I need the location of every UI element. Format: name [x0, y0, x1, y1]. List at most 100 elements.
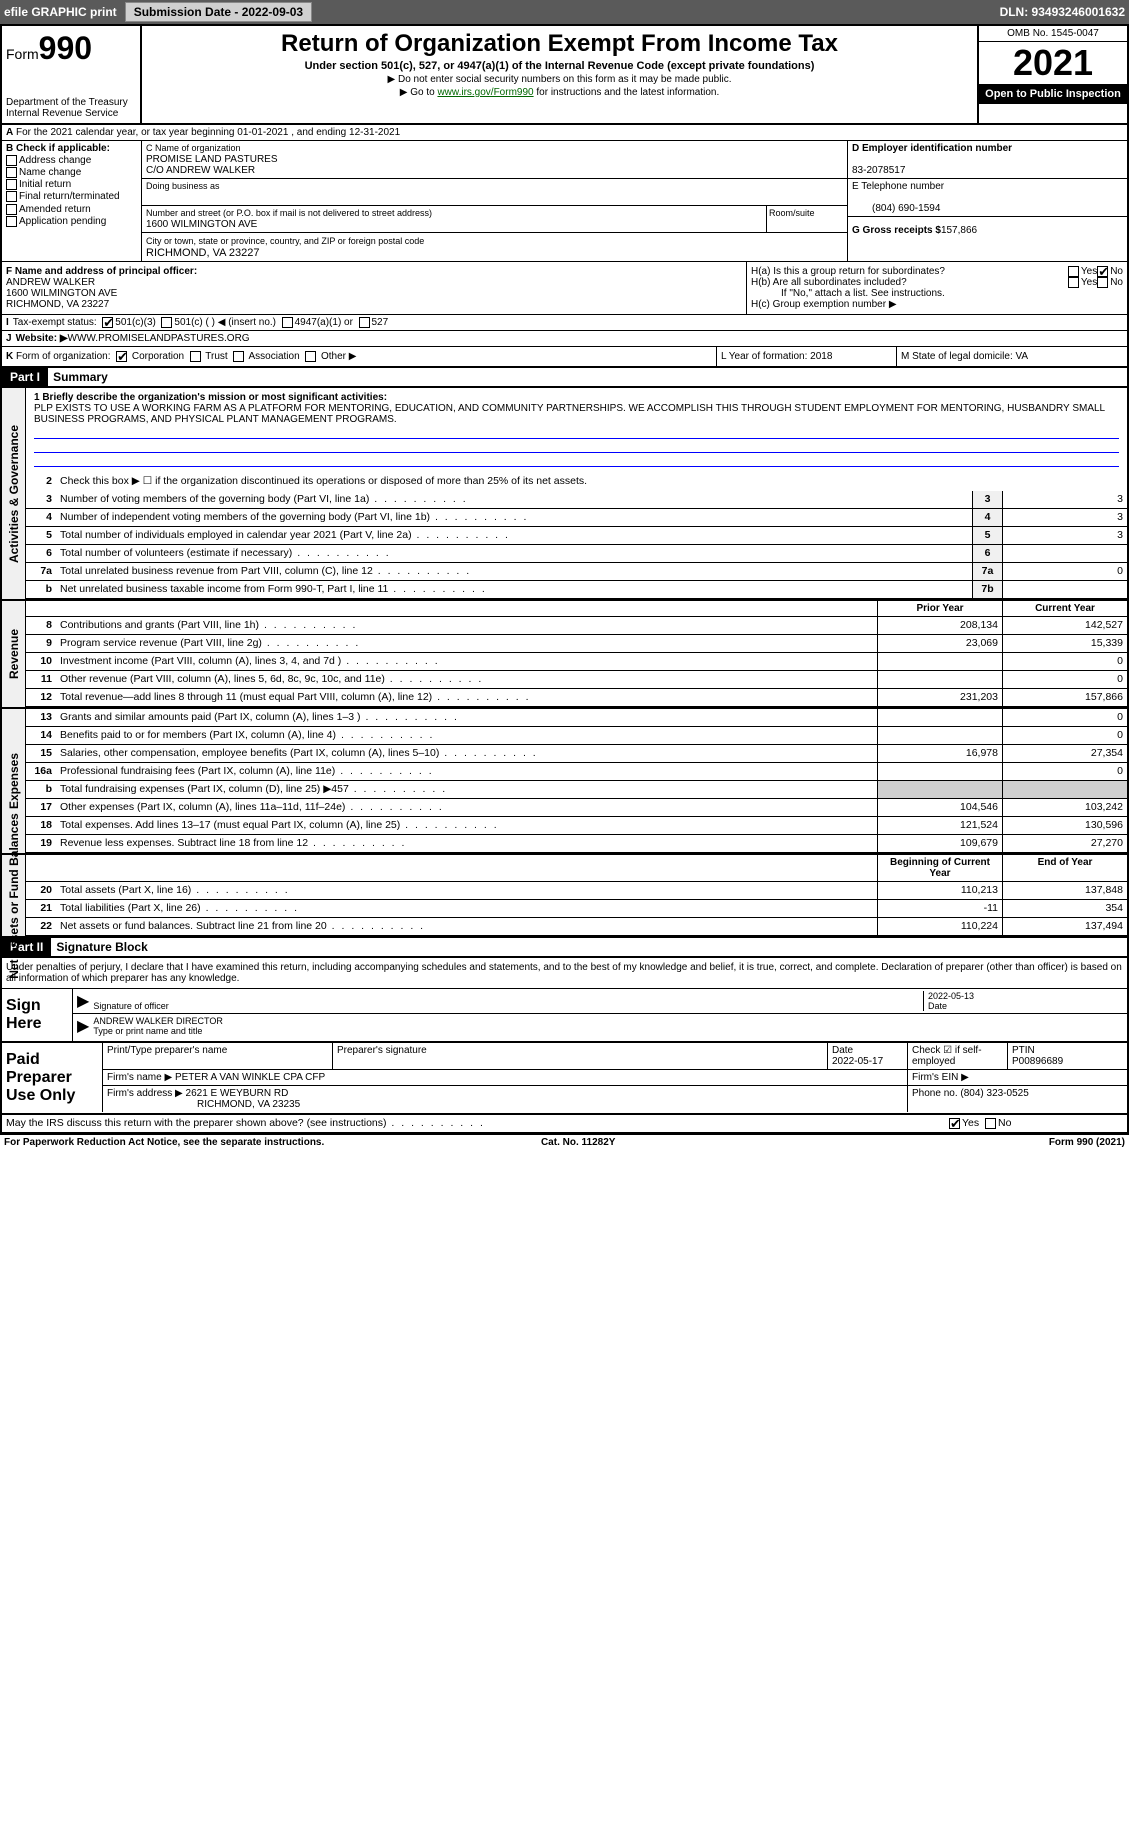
discuss-yes[interactable]	[949, 1118, 960, 1129]
org-city: RICHMOND, VA 23227	[146, 247, 260, 259]
top-bar: efile GRAPHIC print Submission Date - 20…	[0, 0, 1129, 24]
form-subtitle: Under section 501(c), 527, or 4947(a)(1)…	[146, 60, 973, 72]
form-note2: ▶ Go to www.irs.gov/Form990 for instruct…	[146, 87, 973, 98]
firm-name: PETER A VAN WINKLE CPA CFP	[175, 1072, 325, 1083]
check-assoc[interactable]	[233, 351, 244, 362]
row-l: L Year of formation: 2018	[717, 347, 897, 366]
part1-badge: Part I	[2, 368, 48, 386]
phone-label: E Telephone number	[852, 181, 944, 192]
firm-addr2: RICHMOND, VA 23235	[107, 1099, 300, 1110]
open-public-badge: Open to Public Inspection	[979, 84, 1127, 104]
hb-no[interactable]	[1097, 277, 1108, 288]
prep-ptin: P00896689	[1012, 1056, 1063, 1067]
check-final[interactable]: Final return/terminated	[6, 191, 137, 202]
part2-header-row: Part II Signature Block	[2, 938, 1127, 958]
footer-left: For Paperwork Reduction Act Notice, see …	[4, 1137, 324, 1148]
col-b-checkboxes: B Check if applicable: Address change Na…	[2, 141, 142, 261]
ha-yes[interactable]	[1068, 266, 1079, 277]
addr-label: Number and street (or P.O. box if mail i…	[146, 208, 432, 218]
ha-no[interactable]	[1097, 266, 1108, 277]
firm-ein-label: Firm's EIN ▶	[907, 1070, 1127, 1085]
dept-label: Department of the Treasury	[6, 97, 136, 108]
header-mid: Return of Organization Exempt From Incom…	[142, 26, 977, 123]
sign-here-label: Sign Here	[2, 989, 72, 1041]
officer-name: ANDREW WALKER	[6, 277, 95, 288]
hb-note: If "No," attach a list. See instructions…	[751, 288, 1123, 299]
line-16a: 16aProfessional fundraising fees (Part I…	[26, 763, 1127, 781]
mission-text: PLP EXISTS TO USE A WORKING FARM AS A PL…	[34, 403, 1105, 425]
header-left: Form990 Department of the Treasury Inter…	[2, 26, 142, 123]
org-address: 1600 WILMINGTON AVE	[146, 219, 257, 230]
q2-text: Check this box ▶ ☐ if the organization d…	[56, 473, 1127, 491]
prep-name-header: Print/Type preparer's name	[102, 1043, 332, 1069]
form-container: Form990 Department of the Treasury Inter…	[0, 24, 1129, 1135]
period-line: A For the 2021 calendar year, or tax yea…	[2, 125, 1127, 141]
sign-here-row: Sign Here ▶ Signature of officer 2022-05…	[2, 989, 1127, 1043]
check-501c3[interactable]	[102, 317, 113, 328]
col-b-label: B Check if applicable:	[6, 143, 110, 154]
line-11: 11Other revenue (Part VIII, column (A), …	[26, 671, 1127, 689]
row-k: K Form of organization: Corporation Trus…	[2, 347, 717, 366]
officer-addr2: RICHMOND, VA 23227	[6, 299, 109, 310]
line-9: 9Program service revenue (Part VIII, lin…	[26, 635, 1127, 653]
line-b: bNet unrelated business taxable income f…	[26, 581, 1127, 599]
side-revenue: Revenue	[2, 601, 26, 707]
check-corp[interactable]	[116, 351, 127, 362]
suite-label: Room/suite	[767, 206, 847, 232]
form-number: 990	[39, 30, 92, 66]
irs-link[interactable]: www.irs.gov/Form990	[437, 87, 533, 98]
check-amended[interactable]: Amended return	[6, 204, 137, 215]
footer-cat: Cat. No. 11282Y	[541, 1137, 615, 1148]
check-other[interactable]	[305, 351, 316, 362]
check-name[interactable]: Name change	[6, 167, 137, 178]
prior-year-header: Prior Year	[877, 601, 1002, 616]
discuss-question: May the IRS discuss this return with the…	[2, 1115, 947, 1132]
line-5: 5Total number of individuals employed in…	[26, 527, 1127, 545]
sig-date-label: Date	[928, 1001, 947, 1011]
col-d-ein: D Employer identification number 83-2078…	[847, 141, 1127, 261]
hb-label: H(b) Are all subordinates included?	[751, 277, 1068, 288]
hb-yes[interactable]	[1068, 277, 1079, 288]
preparer-label: Paid Preparer Use Only	[2, 1043, 102, 1113]
line-6: 6Total number of volunteers (estimate if…	[26, 545, 1127, 563]
dln-label: DLN: 93493246001632	[1000, 5, 1125, 19]
discuss-no[interactable]	[985, 1118, 996, 1129]
col-c-org: C Name of organization PROMISE LAND PAST…	[142, 141, 847, 261]
check-4947[interactable]	[282, 317, 293, 328]
sig-officer-label: Signature of officer	[93, 1001, 168, 1011]
line-12: 12Total revenue—add lines 8 through 11 (…	[26, 689, 1127, 707]
arrow-icon: ▶	[77, 991, 89, 1011]
org-name: PROMISE LAND PASTURES	[146, 154, 278, 165]
hc-label: H(c) Group exemption number ▶	[751, 299, 1123, 310]
dba-label: Doing business as	[146, 181, 220, 191]
check-initial[interactable]: Initial return	[6, 179, 137, 190]
row-i: I Tax-exempt status: 501(c)(3) 501(c) ( …	[2, 315, 1127, 331]
header-right: OMB No. 1545-0047 2021 Open to Public In…	[977, 26, 1127, 123]
line-17: 17Other expenses (Part IX, column (A), l…	[26, 799, 1127, 817]
page-footer: For Paperwork Reduction Act Notice, see …	[0, 1135, 1129, 1150]
prep-date: 2022-05-17	[832, 1056, 883, 1067]
check-pending[interactable]: Application pending	[6, 216, 137, 227]
part1-header-row: Part I Summary	[2, 368, 1127, 388]
check-trust[interactable]	[190, 351, 201, 362]
section-fh: F Name and address of principal officer:…	[2, 262, 1127, 315]
form-title: Return of Organization Exempt From Incom…	[146, 30, 973, 58]
line-4: 4Number of independent voting members of…	[26, 509, 1127, 527]
check-address[interactable]: Address change	[6, 155, 137, 166]
prep-selfemployed: Check ☑ if self-employed	[907, 1043, 1007, 1069]
footer-form: Form 990 (2021)	[1049, 1137, 1125, 1148]
section-f: F Name and address of principal officer:…	[2, 262, 747, 314]
prep-sig-header: Preparer's signature	[332, 1043, 827, 1069]
firm-phone: (804) 323-0525	[960, 1088, 1028, 1099]
side-governance: Activities & Governance	[2, 388, 26, 599]
line-b: bTotal fundraising expenses (Part IX, co…	[26, 781, 1127, 799]
row-j: J Website: ▶ WWW.PROMISELANDPASTURES.ORG	[2, 331, 1127, 347]
check-527[interactable]	[359, 317, 370, 328]
gross-value: 157,866	[941, 225, 977, 236]
line-20: 20Total assets (Part X, line 16)110,2131…	[26, 882, 1127, 900]
submission-button[interactable]: Submission Date - 2022-09-03	[125, 2, 312, 22]
line-10: 10Investment income (Part VIII, column (…	[26, 653, 1127, 671]
revenue-section: Revenue Prior YearCurrent Year 8Contribu…	[2, 601, 1127, 709]
row-m: M State of legal domicile: VA	[897, 347, 1127, 366]
check-501c[interactable]	[161, 317, 172, 328]
